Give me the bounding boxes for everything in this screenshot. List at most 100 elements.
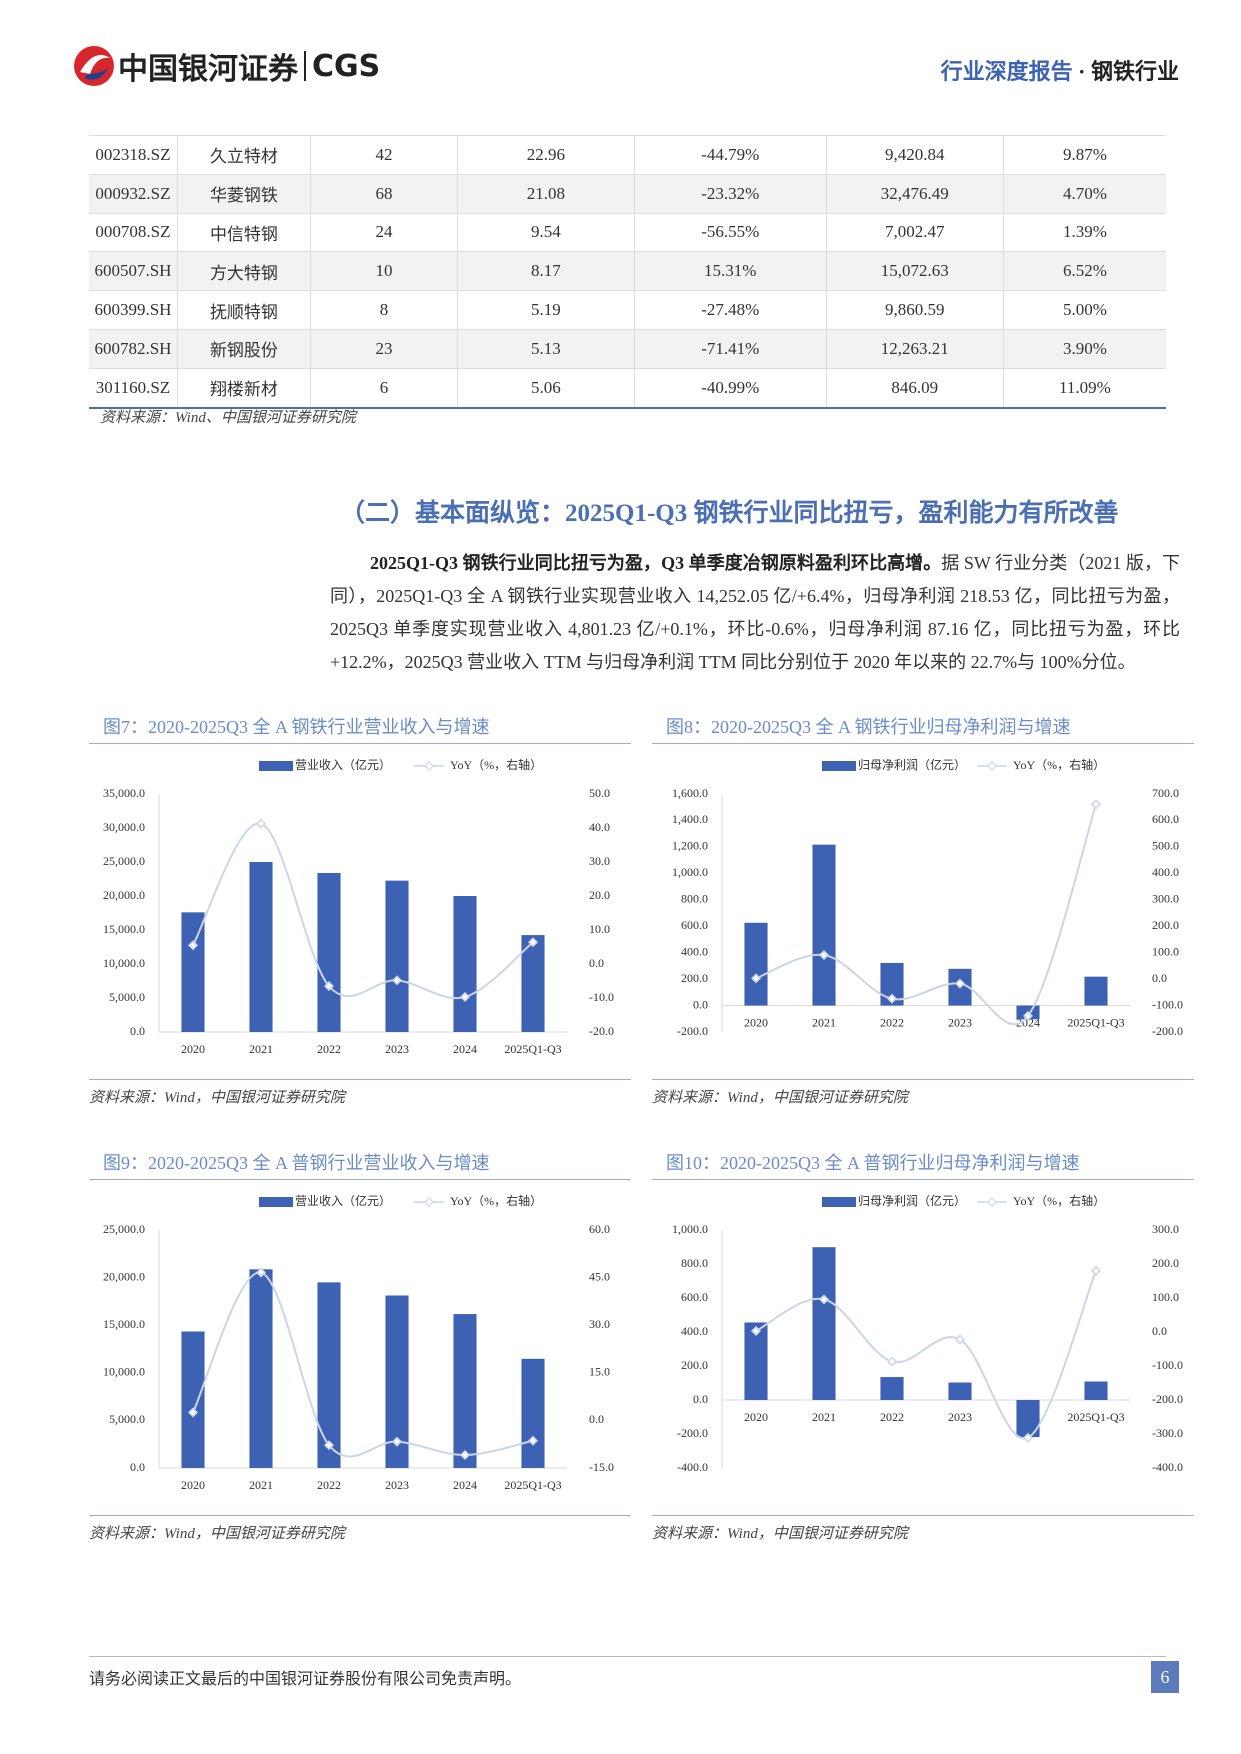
chart: 0.0 5,000.0 10,000.0 15,000.0 20,000.0 25,000… [103, 1193, 614, 1492]
y-tick-label: 600.0 [681, 918, 708, 932]
paragraph-lead: 2025Q1-Q3 钢铁行业同比扭亏为盈，Q3 单季度冶钢原料盈利环比高增。 [370, 553, 942, 573]
legend-swatch [987, 761, 997, 771]
table-cell: 600507.SH [89, 251, 178, 291]
table-cell: 32,476.49 [826, 174, 1004, 214]
table-cell: 5.00% [1062, 300, 1107, 320]
table-cell: 翔楼新材 [177, 368, 311, 408]
x-tick-label: 2021 [249, 1042, 273, 1056]
line [755, 1270, 1097, 1440]
y2-tick-label: 700.0 [1152, 786, 1179, 800]
header-right: 行业深度报告 · 钢铁行业 [941, 54, 1179, 86]
y2-tick-label: 0.0 [589, 1412, 604, 1426]
x-tick-label: 2020 [744, 1410, 768, 1424]
stock-table: 002318.SZ 久立特材 42 22.96 -44.79% 9,420.84 9.87%… [89, 135, 1166, 409]
table-cell: -56.55% [634, 213, 827, 252]
footer-line [89, 1656, 1166, 1657]
legend-swatch [259, 761, 293, 771]
table-cell: 6 [310, 368, 458, 408]
table-cell: 5.19 [457, 290, 635, 330]
figure: 图9：2020-2025Q3 全 A 普钢行业营业收入与增速 0.0 5,000.0… [89, 1149, 631, 1543]
bar [1016, 1400, 1040, 1438]
line-marker [323, 981, 335, 992]
table-cell: 42 [310, 135, 458, 175]
y2-tick-label: 30.0 [589, 1317, 610, 1331]
line-marker [459, 1449, 471, 1461]
chart: -400.0 -200.0 0.0 200.0 400.0 600.0 800.0 1,000… [672, 1193, 1183, 1474]
table-cell: 22.96 [457, 135, 635, 175]
figure: 图10：2020-2025Q3 全 A 普钢行业归母净利润与增速 -400.0 -2… [652, 1149, 1194, 1543]
y2-tick-label: -300.0 [1152, 1426, 1183, 1440]
figure-source: 资料来源：Wind，中国银河证券研究院 [89, 1515, 631, 1543]
line-marker [750, 1325, 762, 1337]
line-marker [818, 949, 830, 961]
logo-cn: 中国银河证券 [118, 52, 298, 87]
table-cell: -23.32% [634, 174, 827, 214]
y-tick-label: 0.0 [130, 1024, 145, 1038]
table-cell: 12,263.21 [826, 329, 1004, 369]
x-tick-label: 2025Q1-Q3 [504, 1478, 561, 1492]
x-tick-label: 2025Q1-Q3 [504, 1042, 561, 1056]
y2-tick-label: 60.0 [589, 1222, 610, 1236]
bar [181, 1331, 205, 1468]
y2-tick-label: 10.0 [589, 922, 610, 936]
industry: 钢铁行业 [1090, 59, 1179, 84]
y2-tick-label: 0.0 [1152, 971, 1167, 985]
line [192, 822, 534, 1000]
table-cell: 9.87% [1062, 144, 1107, 164]
y2-tick-label: 50.0 [589, 786, 610, 800]
x-tick-label: 2024 [453, 1042, 477, 1056]
y-tick-label: 25,000.0 [103, 1222, 145, 1236]
bar [812, 1247, 836, 1400]
y-tick-label: 200.0 [681, 1358, 708, 1372]
line-marker [1090, 1265, 1102, 1276]
y-tick-label: 1,400.0 [672, 812, 708, 826]
bar [385, 1295, 409, 1468]
y2-tick-label: 15.0 [589, 1365, 610, 1379]
table-cell: 15,072.63 [826, 251, 1004, 291]
y-tick-label: 30,000.0 [103, 820, 145, 834]
line-marker [1022, 1432, 1034, 1443]
y2-tick-label: 100.0 [1152, 944, 1179, 958]
y2-tick-label: -100.0 [1152, 1358, 1183, 1372]
line-marker [1022, 1010, 1034, 1021]
line-marker [886, 1356, 898, 1367]
y-tick-label: 0.0 [693, 997, 708, 1011]
table-cell: 24 [310, 213, 458, 252]
y-tick-label: 800.0 [681, 892, 708, 906]
table-cell: 9.54 [457, 213, 635, 252]
y-tick-label: 400.0 [681, 1324, 708, 1338]
y2-tick-label: 100.0 [1152, 1290, 1179, 1304]
y2-tick-label: -200.0 [1152, 1024, 1183, 1038]
paragraph: 2025Q1-Q3 钢铁行业同比扭亏为盈，Q3 单季度冶钢原料盈利环比高增。据 … [330, 547, 1180, 679]
y-tick-label: 15,000.0 [103, 1317, 145, 1331]
y-tick-label: 1,200.0 [672, 839, 708, 853]
table-source: 资料来源：Wind、中国银河证券研究院 [100, 410, 356, 426]
y2-tick-label: 400.0 [1152, 865, 1179, 879]
legend-swatch [259, 1197, 293, 1207]
table-row: 000932.SZ 华菱钢铁 68 21.08 -23.32% 32,476.49 4.70… [89, 174, 1166, 214]
y2-tick-label: -200.0 [1152, 1392, 1183, 1406]
table-cell: 846.09 [826, 368, 1004, 408]
table-row: 600782.SH 新钢股份 23 5.13 -71.41% 12,263.21 3.90% [89, 329, 1166, 369]
report-type: 行业深度报告 [940, 59, 1073, 84]
y-tick-label: 25,000.0 [103, 854, 145, 868]
y-tick-label: 0.0 [130, 1460, 145, 1474]
table-cell: 15.31% [634, 251, 827, 291]
y-tick-label: 800.0 [681, 1256, 708, 1270]
line-marker [187, 1407, 199, 1418]
line-marker [255, 818, 267, 829]
y-tick-label: 400.0 [681, 944, 708, 958]
x-tick-label: 2022 [880, 1015, 904, 1029]
y2-tick-label: -10.0 [589, 990, 614, 1004]
line-marker [750, 973, 762, 984]
y-tick-label: 1,600.0 [672, 786, 708, 800]
y-tick-label: 35,000.0 [103, 786, 145, 800]
bar [521, 935, 545, 1032]
legend-label: 归母净利润（亿元） [858, 757, 966, 772]
table-cell: 中信特钢 [177, 213, 311, 252]
legend-label: YoY（%，右轴） [1013, 1193, 1105, 1208]
x-tick-label: 2020 [744, 1015, 768, 1029]
figure: 图7：2020-2025Q3 全 A 钢铁行业营业收入与增速 0.0 5,000.0… [89, 713, 631, 1107]
bar [317, 1282, 341, 1468]
